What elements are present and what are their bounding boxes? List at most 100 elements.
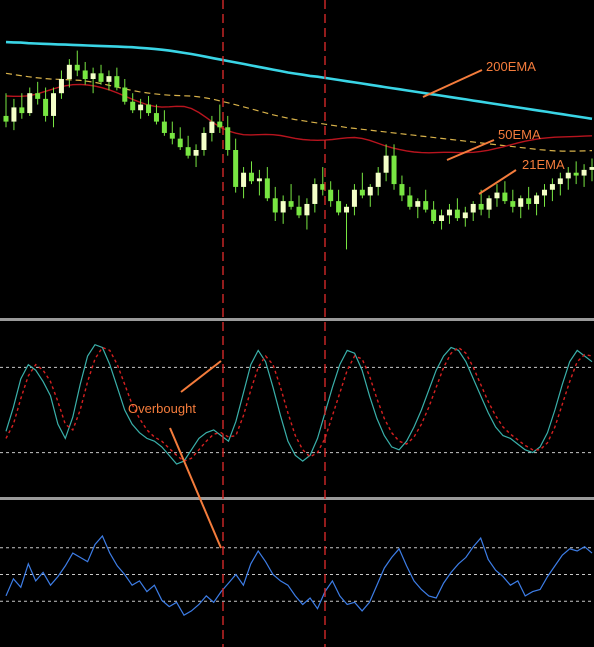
candle-body-69: [549, 184, 555, 190]
candle-body-51: [407, 195, 413, 207]
candle-body-16: [130, 101, 136, 111]
overbought-pointer-upper: [180, 360, 222, 393]
candle-body-29: [233, 150, 239, 187]
candle-body-43: [344, 206, 350, 213]
candle-body-57: [454, 209, 460, 219]
candle-body-26: [209, 121, 215, 133]
candle-body-42: [336, 201, 342, 213]
candle-body-21: [169, 132, 175, 139]
candle-body-15: [122, 87, 128, 102]
candle-body-67: [534, 195, 540, 204]
candle-body-13: [106, 76, 112, 82]
candle-body-33: [264, 178, 270, 199]
candle-body-72: [573, 172, 579, 176]
candle-body-47: [375, 172, 381, 187]
candle-body-40: [320, 184, 326, 190]
stoch-main-line: [5, 343, 593, 465]
candle-body-30: [241, 172, 247, 187]
ema200-pointer: [422, 69, 483, 98]
candle-body-11: [90, 73, 96, 79]
candle-body-48: [383, 155, 389, 173]
candle-body-36: [288, 201, 294, 207]
pane-separator-0: [0, 318, 594, 321]
candle-body-59: [470, 203, 476, 213]
candle-body-18: [146, 104, 152, 114]
ema50-line: [5, 72, 593, 152]
candle-body-71: [565, 172, 571, 179]
candle-body-8: [66, 64, 72, 79]
candle-body-25: [201, 132, 207, 150]
candle-body-38: [304, 203, 310, 216]
candle-body-35: [280, 201, 286, 213]
candle-body-49: [391, 155, 397, 185]
candle-body-39: [312, 184, 318, 204]
ema200-label: 200EMA: [486, 59, 536, 74]
candle-body-1: [11, 107, 17, 122]
candle-body-24: [193, 150, 199, 156]
candle-body-60: [478, 203, 484, 210]
ema21-pointer: [478, 169, 517, 195]
candle-body-66: [526, 198, 532, 204]
candle-body-37: [296, 206, 302, 216]
candle-body-58: [462, 212, 468, 219]
vertical-markers-layer: [222, 0, 326, 647]
ema50-pointer: [446, 139, 495, 161]
candle-body-3: [27, 93, 33, 114]
oscillator-pane: [5, 534, 593, 617]
ema21-label: 21EMA: [522, 157, 565, 172]
candle-body-62: [494, 192, 500, 199]
candle-body-55: [439, 215, 445, 221]
candle-body-44: [351, 189, 357, 207]
overbought-label: Overbought: [128, 401, 196, 416]
ema21-line: [5, 83, 593, 154]
candle-body-0: [3, 115, 9, 122]
candle-body-52: [415, 201, 421, 207]
overbought-pointer-lower: [169, 427, 222, 549]
ema50-label: 50EMA: [498, 127, 541, 142]
candle-body-68: [541, 189, 547, 196]
candle-body-73: [581, 169, 587, 176]
candle-body-6: [51, 93, 57, 116]
candle-body-32: [256, 178, 262, 182]
level-lines-layer: [0, 366, 594, 602]
candle-body-70: [557, 178, 563, 185]
oscillator-line: [5, 534, 593, 617]
candle-body-2: [19, 107, 25, 114]
pane-separator-1: [0, 497, 594, 500]
candle-body-17: [138, 104, 144, 111]
annotations-layer: [169, 69, 517, 549]
candle-body-23: [185, 147, 191, 156]
candle-body-41: [328, 189, 334, 202]
ema200-line: [5, 40, 593, 121]
candle-body-4: [35, 93, 41, 99]
candle-body-74: [589, 167, 594, 170]
candle-body-20: [161, 121, 167, 133]
candle-body-19: [153, 113, 159, 122]
stochastic-pane: [5, 343, 593, 465]
candle-body-54: [431, 209, 437, 221]
stoch-signal-line: [5, 346, 593, 462]
candle-body-5: [43, 98, 49, 116]
candle-body-22: [177, 138, 183, 148]
candle-body-28: [225, 127, 231, 150]
candle-body-63: [502, 192, 508, 202]
candle-body-56: [446, 209, 452, 216]
candle-body-65: [518, 198, 524, 207]
candle-body-53: [423, 201, 429, 210]
candle-body-64: [510, 201, 516, 207]
candle-body-61: [486, 198, 492, 210]
candle-body-9: [74, 64, 80, 71]
candle-body-50: [399, 184, 405, 196]
candle-body-34: [272, 198, 278, 213]
candle-body-7: [58, 79, 64, 94]
price-pane: [3, 40, 594, 250]
candle-body-27: [217, 121, 223, 128]
candle-body-12: [98, 73, 104, 82]
candle-body-46: [367, 186, 373, 196]
candle-body-45: [359, 189, 365, 196]
candle-body-31: [248, 172, 254, 182]
candle-body-10: [82, 70, 88, 79]
background-layer: [0, 318, 594, 500]
